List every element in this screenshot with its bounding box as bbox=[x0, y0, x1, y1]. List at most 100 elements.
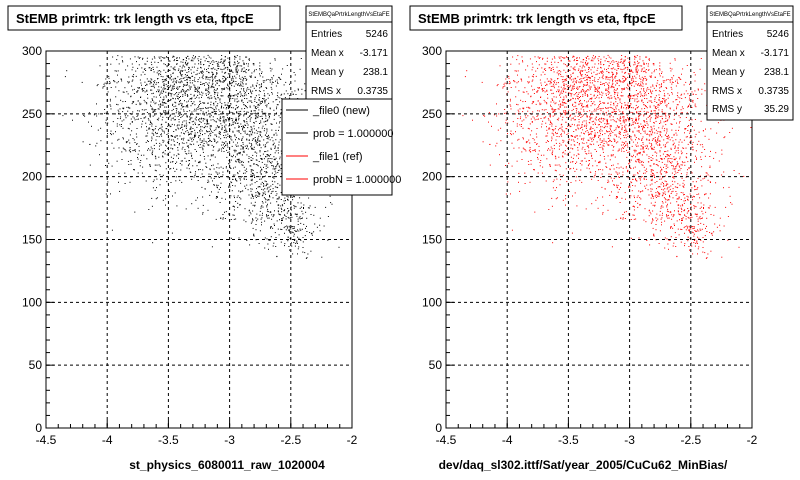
scatter-point bbox=[577, 96, 579, 98]
scatter-point bbox=[305, 227, 306, 229]
scatter-point bbox=[278, 196, 280, 198]
scatter-point bbox=[252, 204, 254, 206]
scatter-point bbox=[671, 77, 673, 78]
scatter-point bbox=[575, 82, 577, 84]
scatter-point bbox=[257, 195, 258, 197]
scatter-point bbox=[198, 60, 200, 62]
scatter-point bbox=[229, 186, 231, 188]
scatter-point bbox=[252, 85, 254, 87]
scatter-point bbox=[716, 132, 718, 134]
scatter-point bbox=[633, 154, 634, 156]
scatter-point bbox=[163, 87, 165, 89]
scatter-point bbox=[250, 111, 252, 113]
scatter-point bbox=[284, 226, 286, 228]
scatter-point bbox=[168, 190, 170, 192]
scatter-point bbox=[202, 120, 204, 122]
scatter-point bbox=[190, 131, 192, 133]
scatter-point bbox=[216, 186, 218, 188]
scatter-point bbox=[147, 97, 149, 99]
scatter-point bbox=[303, 207, 304, 208]
scatter-point bbox=[276, 255, 278, 257]
scatter-point bbox=[575, 119, 576, 121]
scatter-point bbox=[254, 195, 256, 197]
scatter-point bbox=[243, 64, 245, 65]
scatter-point bbox=[269, 155, 270, 157]
scatter-point bbox=[136, 128, 138, 129]
scatter-point bbox=[625, 131, 627, 133]
scatter-point bbox=[244, 108, 246, 109]
scatter-point bbox=[576, 95, 578, 97]
scatter-point bbox=[264, 80, 266, 82]
scatter-point bbox=[586, 105, 587, 107]
scatter-point bbox=[234, 75, 236, 77]
scatter-point bbox=[279, 166, 281, 168]
scatter-point bbox=[288, 217, 290, 219]
scatter-point bbox=[132, 138, 134, 139]
scatter-point bbox=[635, 150, 637, 152]
scatter-point bbox=[594, 57, 596, 59]
scatter-point bbox=[302, 213, 304, 215]
scatter-point bbox=[632, 122, 634, 124]
scatter-point bbox=[626, 119, 628, 121]
scatter-point bbox=[175, 136, 176, 138]
scatter-point bbox=[210, 119, 212, 121]
scatter-point bbox=[597, 113, 599, 115]
scatter-point bbox=[660, 158, 662, 159]
scatter-point bbox=[319, 230, 321, 232]
scatter-point bbox=[238, 83, 240, 85]
scatter-point bbox=[269, 194, 270, 196]
scatter-point bbox=[180, 90, 182, 92]
scatter-point bbox=[170, 95, 172, 97]
scatter-point bbox=[118, 172, 120, 174]
scatter-point bbox=[201, 130, 203, 132]
scatter-point bbox=[227, 76, 229, 78]
scatter-point bbox=[643, 114, 645, 116]
scatter-point bbox=[622, 75, 624, 77]
scatter-point bbox=[244, 93, 246, 95]
scatter-point bbox=[89, 164, 91, 166]
scatter-point bbox=[234, 61, 236, 63]
scatter-point bbox=[203, 56, 205, 58]
scatter-point bbox=[624, 59, 626, 61]
scatter-point bbox=[145, 63, 147, 65]
scatter-point bbox=[152, 130, 154, 132]
scatter-point bbox=[191, 157, 193, 159]
scatter-point bbox=[276, 99, 278, 100]
scatter-point bbox=[714, 223, 716, 225]
scatter-point bbox=[280, 241, 282, 243]
scatter-point bbox=[253, 233, 255, 235]
scatter-point bbox=[593, 84, 595, 86]
scatter-point bbox=[676, 112, 677, 114]
scatter-point bbox=[267, 187, 269, 189]
scatter-point bbox=[261, 83, 262, 85]
scatter-point bbox=[643, 63, 645, 65]
scatter-point bbox=[279, 219, 280, 221]
scatter-point bbox=[141, 172, 143, 174]
scatter-point bbox=[678, 129, 679, 131]
scatter-point bbox=[583, 84, 585, 86]
scatter-point bbox=[239, 85, 240, 87]
scatter-point bbox=[667, 154, 669, 156]
scatter-point bbox=[255, 224, 257, 225]
scatter-point bbox=[168, 63, 170, 65]
scatter-point bbox=[243, 89, 244, 91]
scatter-point bbox=[565, 145, 567, 147]
stats-label-mean-y: Mean y bbox=[311, 67, 344, 78]
scatter-point bbox=[249, 118, 251, 120]
scatter-point bbox=[237, 173, 239, 175]
scatter-point bbox=[610, 104, 612, 106]
scatter-point bbox=[654, 204, 656, 206]
scatter-point bbox=[222, 88, 224, 89]
scatter-point bbox=[582, 106, 584, 108]
scatter-point bbox=[624, 129, 625, 131]
scatter-point bbox=[201, 96, 202, 98]
scatter-point bbox=[127, 110, 129, 112]
scatter-point bbox=[649, 75, 651, 77]
scatter-point bbox=[208, 181, 210, 183]
scatter-point bbox=[572, 73, 574, 74]
scatter-point bbox=[615, 98, 617, 100]
scatter-point bbox=[251, 194, 253, 196]
scatter-point bbox=[643, 115, 645, 117]
scatter-point bbox=[165, 91, 167, 93]
scatter-point bbox=[236, 119, 237, 121]
